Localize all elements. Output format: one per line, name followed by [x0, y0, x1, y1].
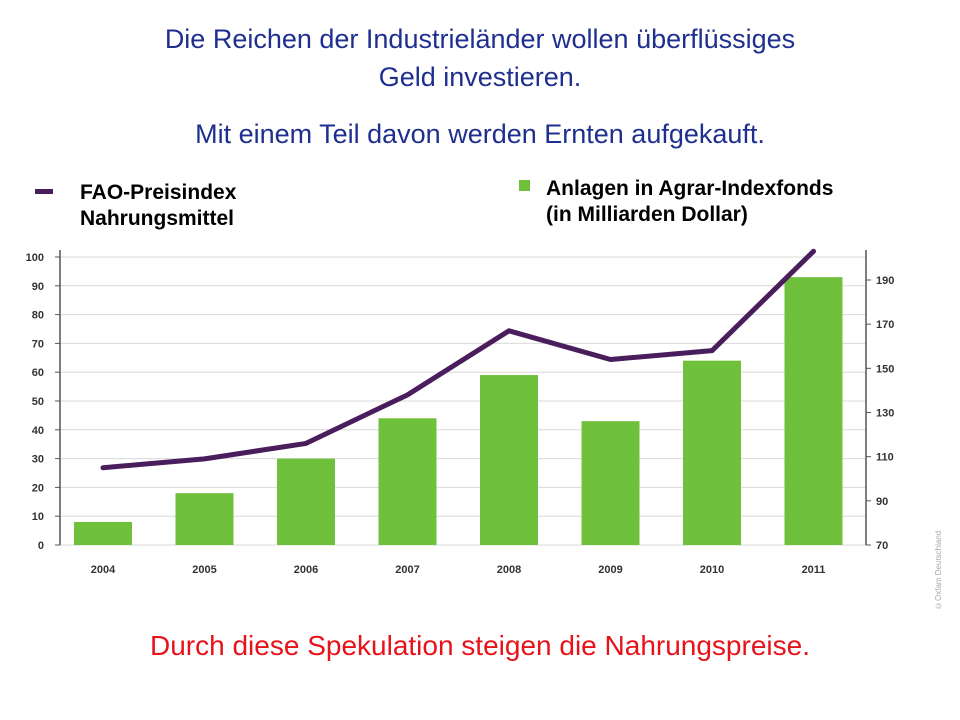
- line-point: [811, 249, 816, 254]
- chart: FAO-Preisindex Nahrungsmittel Anlagen in…: [26, 177, 895, 576]
- bar: [480, 375, 538, 545]
- left-tick-label: 80: [32, 310, 44, 322]
- left-tick-label: 10: [32, 511, 44, 523]
- right-tick-label: 130: [876, 408, 894, 420]
- bar: [683, 360, 741, 545]
- left-tick-label: 20: [32, 482, 44, 494]
- left-tick-label: 60: [32, 367, 44, 379]
- headline-line-3: Mit einem Teil davon werden Ernten aufge…: [195, 119, 765, 149]
- right-tick-label: 190: [876, 275, 894, 287]
- right-axis-ticks: 70 90 110 130 150 170 190: [866, 275, 894, 552]
- x-tick-label: 2010: [700, 564, 724, 576]
- bar-series: [74, 277, 843, 545]
- series-line: [100, 248, 816, 471]
- bar: [378, 418, 437, 545]
- line-series: [100, 248, 816, 471]
- x-axis-ticks: 2004 2005 2006 2007 2008 2009 2010 2011: [91, 564, 826, 576]
- legend-bar-label-1: Anlagen in Agrar-Indexfonds: [546, 177, 833, 200]
- legend-bar-swatch: [519, 180, 530, 191]
- right-tick-label: 70: [876, 540, 888, 552]
- bar: [581, 421, 640, 545]
- copyright-note: ©Oxfam Deutschland: [934, 530, 943, 610]
- bar: [277, 458, 335, 545]
- legend-line-swatch: [35, 189, 53, 194]
- left-tick-label: 30: [32, 454, 44, 466]
- left-tick-label: 90: [32, 281, 44, 293]
- headline-line-1: Die Reichen der Industrieländer wollen ü…: [164, 24, 796, 54]
- line-point: [202, 456, 207, 461]
- x-tick-label: 2011: [802, 564, 826, 576]
- left-tick-label: 50: [32, 396, 44, 408]
- line-point: [101, 465, 105, 470]
- line-point: [710, 348, 714, 353]
- footer-text: Durch diese Spekulation steigen die Nahr…: [150, 630, 810, 661]
- line-point: [608, 357, 613, 362]
- right-tick-label: 110: [876, 452, 894, 464]
- bar: [74, 521, 132, 545]
- bar: [175, 493, 234, 545]
- x-tick-label: 2008: [497, 564, 521, 576]
- left-tick-label: 70: [32, 338, 44, 350]
- x-tick-label: 2006: [294, 564, 318, 576]
- x-tick-label: 2005: [192, 564, 216, 576]
- legend-bar: Anlagen in Agrar-Indexfonds (in Milliard…: [519, 177, 833, 226]
- left-tick-label: 40: [32, 425, 44, 437]
- line-point: [507, 328, 511, 333]
- bar: [784, 277, 843, 545]
- x-tick-label: 2007: [395, 564, 419, 576]
- x-tick-label: 2009: [598, 564, 622, 576]
- right-tick-label: 90: [876, 496, 888, 508]
- line-point: [405, 392, 410, 397]
- line-point: [304, 441, 308, 446]
- left-axis-ticks: 0 10 20 30 40 50 60 70 80 90 100: [26, 252, 60, 552]
- legend-line: FAO-Preisindex Nahrungsmittel: [35, 181, 237, 230]
- x-tick-label: 2004: [91, 564, 116, 576]
- left-tick-label: 0: [38, 540, 44, 552]
- right-tick-label: 150: [876, 363, 894, 375]
- headline-line-2: Geld investieren.: [378, 62, 582, 92]
- legend-bar-label-2: (in Milliarden Dollar): [546, 203, 748, 226]
- legend-line-label-2: Nahrungsmittel: [80, 207, 234, 230]
- right-tick-label: 170: [876, 319, 894, 331]
- left-tick-label: 100: [26, 252, 44, 264]
- legend-line-label-1: FAO-Preisindex: [80, 181, 237, 204]
